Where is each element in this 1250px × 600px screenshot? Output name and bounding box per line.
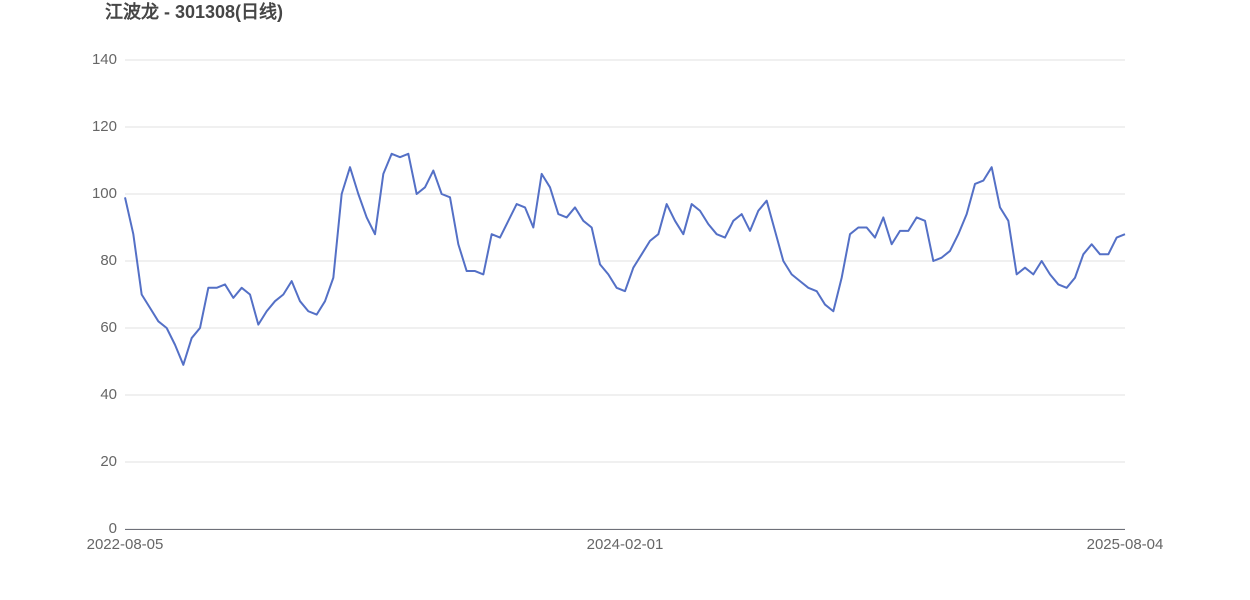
y-tick-label: 40 <box>100 386 117 403</box>
y-tick-label: 20 <box>100 453 117 470</box>
y-tick-label: 80 <box>100 252 117 269</box>
x-tick-label: 2025-08-04 <box>1087 536 1164 553</box>
y-tick-label: 100 <box>92 185 117 202</box>
y-tick-label: 60 <box>100 319 117 336</box>
chart-title: 江波龙 - 301308(日线) <box>105 1 283 22</box>
x-tick-label: 2024-02-01 <box>587 536 664 553</box>
x-tick-label: 2022-08-05 <box>87 536 164 553</box>
y-tick-label: 0 <box>109 520 117 537</box>
y-tick-label: 140 <box>92 51 117 68</box>
price-line <box>124 152 1126 366</box>
y-tick-label: 120 <box>92 118 117 135</box>
